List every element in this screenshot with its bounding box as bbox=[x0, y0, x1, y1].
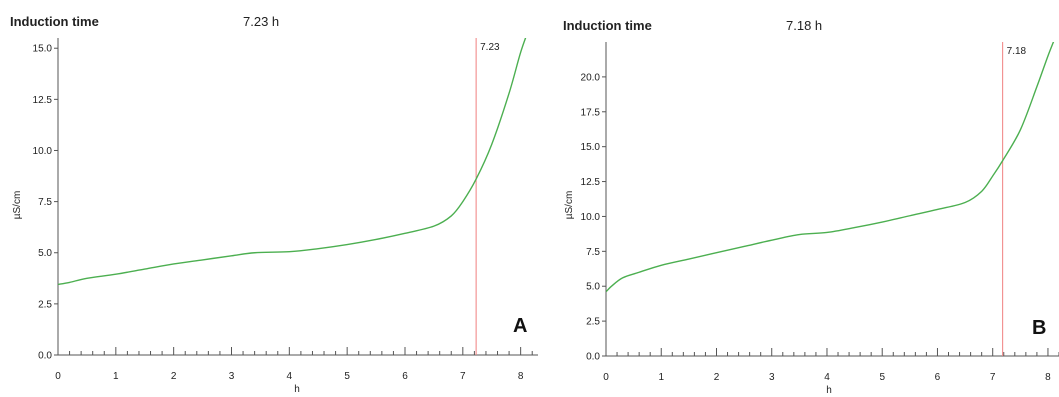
y-axis-label-b: µS/cm bbox=[564, 191, 575, 220]
x-tick-label: 3 bbox=[769, 372, 775, 383]
induction-marker-label: 7.18 bbox=[1007, 46, 1027, 57]
x-tick-label: 0 bbox=[603, 372, 609, 383]
x-tick-label: 8 bbox=[518, 371, 524, 382]
x-tick-label: 5 bbox=[344, 371, 350, 382]
panel-letter-a: A bbox=[513, 315, 527, 337]
induction-time-value-a: 7.23 h bbox=[243, 14, 279, 29]
panel-letter-b: B bbox=[1032, 317, 1046, 339]
x-tick-label: 0 bbox=[55, 371, 61, 382]
x-tick-label: 1 bbox=[658, 372, 664, 383]
x-tick-label: 8 bbox=[1045, 372, 1051, 383]
y-tick-label: 15.0 bbox=[33, 44, 53, 55]
x-tick-label: 7 bbox=[990, 372, 996, 383]
y-tick-label: 7.5 bbox=[586, 247, 600, 258]
y-tick-label: 2.5 bbox=[586, 317, 600, 328]
y-tick-label: 17.5 bbox=[581, 107, 601, 118]
y-tick-label: 12.5 bbox=[581, 177, 601, 188]
induction-time-label-a: Induction time bbox=[10, 14, 99, 29]
x-tick-label: 2 bbox=[171, 371, 177, 382]
y-tick-label: 0.0 bbox=[38, 351, 52, 362]
y-tick-label: 0.0 bbox=[586, 352, 600, 363]
induction-time-value-b: 7.18 h bbox=[786, 18, 822, 33]
plot-area-a: 0.0 2.5 5.0 7.5 10.0 12.5 15.0 0 1 2 3 4 5 6 7 8 7.23 bbox=[33, 38, 538, 382]
x-tick-label: 6 bbox=[402, 371, 408, 382]
x-tick-label: 6 bbox=[935, 372, 941, 383]
y-tick-label: 10.0 bbox=[33, 146, 53, 157]
x-tick-label: 1 bbox=[113, 371, 119, 382]
x-tick-label: 4 bbox=[824, 372, 830, 383]
y-tick-label: 20.0 bbox=[581, 72, 601, 83]
x-axis-label-b: h bbox=[826, 385, 832, 396]
y-tick-label: 12.5 bbox=[33, 95, 53, 106]
panel-a: Induction time 7.23 h 0.02.55.07.510.012… bbox=[10, 14, 538, 395]
plot-area-b: 0.0 2.5 5.0 7.5 10.0 12.5 15.0 17.5 20.0 0 1 2 3 4 5 6 7… bbox=[581, 42, 1059, 383]
x-tick-label: 4 bbox=[287, 371, 293, 382]
y-tick-label: 7.5 bbox=[38, 197, 52, 208]
conductivity-curve bbox=[606, 42, 1055, 293]
y-tick-label: 15.0 bbox=[581, 142, 601, 153]
x-tick-label: 3 bbox=[229, 371, 235, 382]
y-tick-label: 2.5 bbox=[38, 299, 52, 310]
x-tick-label: 5 bbox=[879, 372, 885, 383]
y-tick-label: 5.0 bbox=[586, 282, 600, 293]
x-axis-label-a: h bbox=[294, 384, 300, 395]
panel-b: Induction time 7.18 h 0.02.55.07.510.012… bbox=[563, 18, 1059, 396]
conductivity-curve bbox=[58, 38, 527, 286]
y-axis-label-a: µS/cm bbox=[12, 191, 23, 220]
y-tick-label: 10.0 bbox=[581, 212, 601, 223]
induction-time-label-b: Induction time bbox=[563, 18, 652, 33]
x-tick-label: 7 bbox=[460, 371, 466, 382]
induction-marker-label: 7.23 bbox=[480, 42, 500, 53]
x-tick-label: 2 bbox=[714, 372, 720, 383]
y-tick-label: 5.0 bbox=[38, 248, 52, 259]
